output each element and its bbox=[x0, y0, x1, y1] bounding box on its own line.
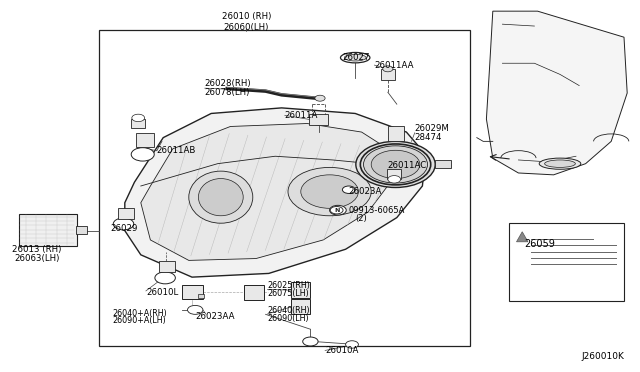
Text: N: N bbox=[334, 208, 339, 213]
Ellipse shape bbox=[545, 160, 575, 167]
Ellipse shape bbox=[189, 171, 253, 223]
Bar bbox=[159, 261, 175, 272]
Bar bbox=[136, 133, 154, 147]
Circle shape bbox=[371, 150, 420, 179]
Text: 26040(RH): 26040(RH) bbox=[268, 306, 310, 315]
Text: 26023A: 26023A bbox=[349, 187, 382, 196]
Bar bbox=[118, 208, 134, 219]
Bar bbox=[182, 285, 203, 299]
Text: 26078(LH): 26078(LH) bbox=[205, 88, 250, 97]
Bar bbox=[509, 223, 624, 301]
Circle shape bbox=[288, 167, 371, 216]
Circle shape bbox=[356, 141, 435, 187]
Text: 26011AB: 26011AB bbox=[157, 146, 196, 155]
Bar bbox=[131, 119, 145, 128]
Circle shape bbox=[113, 218, 134, 230]
Text: 26010 (RH): 26010 (RH) bbox=[221, 12, 271, 21]
Ellipse shape bbox=[540, 158, 581, 169]
Circle shape bbox=[346, 341, 358, 348]
Bar bbox=[388, 126, 404, 141]
Text: (2): (2) bbox=[355, 214, 367, 223]
Text: 26023AA: 26023AA bbox=[195, 312, 235, 321]
Bar bbox=[387, 169, 401, 179]
Bar bbox=[291, 282, 310, 298]
Bar bbox=[19, 214, 77, 246]
Circle shape bbox=[132, 114, 145, 122]
Circle shape bbox=[330, 206, 343, 214]
Polygon shape bbox=[516, 232, 528, 242]
Circle shape bbox=[155, 272, 175, 284]
Text: 26040+A(RH): 26040+A(RH) bbox=[112, 309, 167, 318]
Text: 26028(RH): 26028(RH) bbox=[205, 79, 252, 88]
Text: 28474: 28474 bbox=[415, 133, 442, 142]
Bar bbox=[198, 294, 204, 298]
Circle shape bbox=[315, 95, 325, 101]
Bar bbox=[309, 114, 328, 125]
PathPatch shape bbox=[141, 124, 394, 260]
Text: 26011A: 26011A bbox=[285, 111, 318, 120]
Text: 26090+A(LH): 26090+A(LH) bbox=[112, 316, 166, 325]
Circle shape bbox=[188, 305, 203, 314]
Bar bbox=[291, 299, 310, 314]
Text: 26011AC: 26011AC bbox=[387, 161, 426, 170]
Text: 26059: 26059 bbox=[524, 239, 555, 248]
Circle shape bbox=[301, 175, 358, 208]
Text: 26060(LH): 26060(LH) bbox=[224, 23, 269, 32]
Circle shape bbox=[330, 205, 346, 215]
Circle shape bbox=[303, 337, 318, 346]
Circle shape bbox=[388, 176, 401, 183]
Text: 26090(LH): 26090(LH) bbox=[268, 314, 309, 323]
Text: 26027: 26027 bbox=[342, 53, 370, 62]
Circle shape bbox=[364, 146, 428, 183]
Text: 26011AA: 26011AA bbox=[374, 61, 414, 70]
Ellipse shape bbox=[198, 179, 243, 216]
Circle shape bbox=[383, 66, 393, 72]
Polygon shape bbox=[486, 11, 627, 175]
Bar bbox=[381, 69, 395, 80]
Text: 26010L: 26010L bbox=[146, 288, 178, 296]
Ellipse shape bbox=[344, 54, 366, 61]
Text: 26013 (RH): 26013 (RH) bbox=[12, 246, 62, 254]
Circle shape bbox=[342, 186, 355, 193]
Circle shape bbox=[131, 148, 154, 161]
Text: 26075(LH): 26075(LH) bbox=[268, 289, 309, 298]
Text: 26029: 26029 bbox=[110, 224, 138, 233]
Bar bbox=[244, 285, 264, 300]
Text: 26029M: 26029M bbox=[415, 124, 449, 133]
Text: 26025(RH): 26025(RH) bbox=[268, 281, 310, 290]
Text: 26010A: 26010A bbox=[325, 346, 358, 355]
Ellipse shape bbox=[340, 52, 370, 63]
Text: 26063(LH): 26063(LH) bbox=[15, 254, 60, 263]
Text: 09913-6065A: 09913-6065A bbox=[349, 206, 405, 215]
Bar bbox=[99, 30, 470, 346]
PathPatch shape bbox=[125, 108, 426, 277]
Bar bbox=[435, 160, 451, 168]
Text: J260010K: J260010K bbox=[581, 352, 624, 361]
Bar bbox=[76, 226, 87, 234]
